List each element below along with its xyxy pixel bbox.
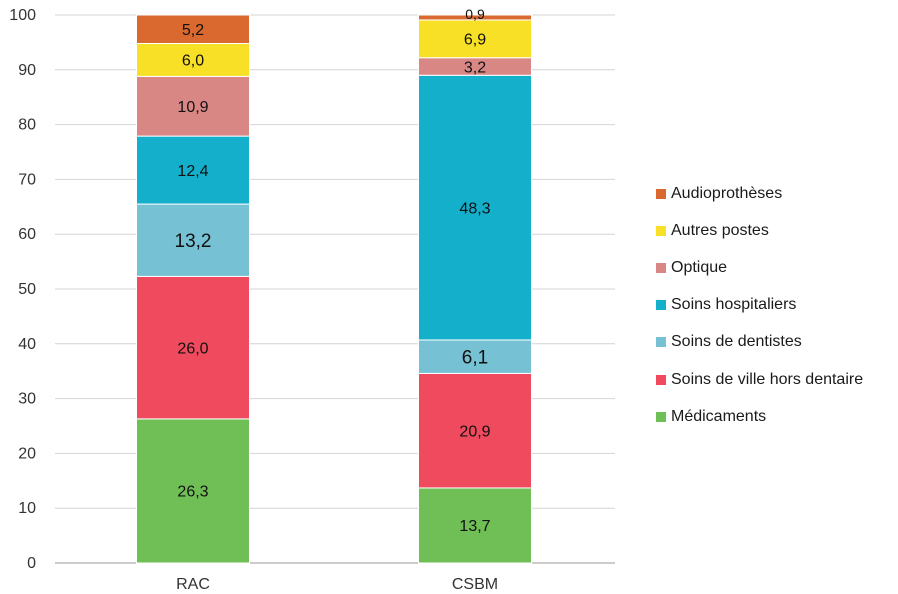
bar-segment: [418, 339, 532, 374]
data-label: 26,0: [177, 340, 208, 357]
y-tick-label: 80: [18, 117, 36, 134]
legend: Audioprothèses Autres postes Optique Soins …: [656, 175, 863, 435]
y-tick-label: 50: [18, 281, 36, 298]
data-label: 10,9: [177, 99, 208, 116]
y-tick-label: 20: [18, 445, 36, 462]
data-label: 48,3: [459, 200, 490, 217]
data-label: 6,1: [462, 348, 488, 369]
legend-swatch: [656, 374, 666, 385]
x-tick-label: RAC: [176, 576, 210, 593]
data-label: 6,9: [464, 32, 486, 49]
legend-label: Soins de ville hors dentaire: [671, 370, 864, 388]
bars: 26,3 26,0 13,2 12,4 10,9 6,0 5,2 13,7 20,9 6,1 48,…: [136, 6, 532, 564]
legend-item: Soins de dentistes: [656, 324, 863, 361]
y-tick-label: 40: [18, 336, 36, 353]
legend-item: Optique: [656, 249, 863, 286]
bar-segment: [136, 203, 250, 277]
bar-segment: [136, 75, 250, 137]
data-label: 26,3: [177, 484, 208, 501]
y-tick-label: 10: [18, 500, 36, 517]
bar-segment: [136, 135, 250, 205]
legend-swatch: [656, 300, 666, 311]
legend-item: Médicaments: [656, 398, 863, 435]
legend-label: Soins hospitaliers: [671, 296, 797, 314]
bar-segment: [418, 372, 532, 489]
data-label: 6,0: [182, 53, 204, 70]
y-tick-label: 100: [9, 7, 36, 24]
legend-swatch: [656, 337, 666, 348]
legend-item: Soins hospitaliers: [656, 287, 863, 324]
data-label: 20,9: [459, 423, 490, 440]
data-label: 5,2: [182, 22, 204, 39]
legend-item: Audioprothèses: [656, 175, 863, 212]
y-tick-label: 0: [27, 555, 36, 572]
y-tick-label: 60: [18, 226, 36, 243]
bar-segment: [418, 14, 532, 21]
legend-label: Audioprothèses: [671, 184, 783, 202]
data-label: 0,9: [465, 6, 485, 22]
y-tick-label: 30: [18, 391, 36, 408]
legend-item: Soins de ville hors dentaire: [656, 361, 863, 398]
legend-swatch: [656, 411, 666, 422]
legend-label: Soins de dentistes: [671, 333, 802, 351]
bar-segment: [136, 418, 250, 564]
data-label: 13,2: [175, 231, 212, 252]
legend-label: Optique: [671, 258, 728, 276]
bar-segment: [136, 14, 250, 44]
legend-label: Autres postes: [671, 221, 769, 239]
bar-segment: [136, 42, 250, 77]
y-tick-label: 70: [18, 171, 36, 188]
legend-item: Autres postes: [656, 212, 863, 249]
legend-swatch: [656, 225, 666, 236]
x-tick-label: CSBM: [452, 576, 498, 593]
data-label: 3,2: [464, 59, 486, 76]
x-axis: RAC CSBM: [176, 576, 498, 593]
data-label: 12,4: [177, 163, 208, 180]
legend-swatch: [656, 262, 666, 273]
data-label: 13,7: [459, 518, 490, 535]
y-axis: 0 10 20 30 40 50 60 70 80 90 100: [9, 7, 36, 572]
legend-swatch: [656, 188, 666, 199]
y-tick-label: 90: [18, 62, 36, 79]
bar-segment: [418, 74, 532, 341]
legend-label: Médicaments: [671, 407, 767, 425]
bar-segment: [418, 19, 532, 59]
bar-segment: [418, 487, 532, 564]
